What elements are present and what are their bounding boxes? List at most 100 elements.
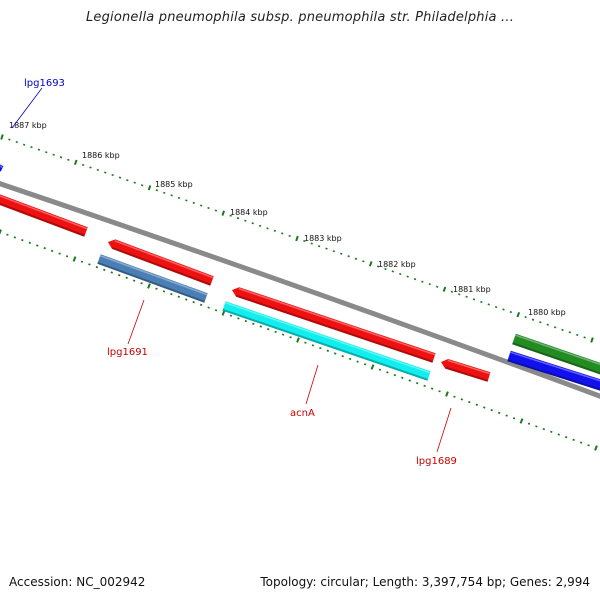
- outer-minor-tick: [30, 146, 33, 149]
- outer-minor-tick: [81, 163, 85, 167]
- inner-minor-tick: [334, 352, 337, 355]
- topology-label: Topology: circular; Length: 3,397,754 bp…: [260, 575, 590, 589]
- inner-major-tick: [519, 418, 524, 424]
- inner-minor-tick: [319, 347, 322, 350]
- inner-minor-tick: [28, 241, 32, 244]
- inner-minor-tick: [378, 368, 382, 371]
- inner-minor-tick: [199, 303, 203, 306]
- gene-blue-small-highlight: [0, 165, 4, 169]
- gene-blue-small-arrow[interactable]: [0, 159, 4, 172]
- outer-minor-tick: [325, 247, 328, 250]
- inner-minor-tick: [572, 438, 575, 441]
- gene-blue-arrow[interactable]: [507, 350, 600, 393]
- outer-minor-tick: [524, 316, 527, 319]
- outer-minor-tick: [273, 229, 277, 232]
- outer-minor-tick: [465, 295, 468, 298]
- outer-minor-tick: [399, 272, 402, 276]
- inner-minor-tick: [356, 360, 359, 363]
- gene-red-3-arrow[interactable]: [232, 287, 436, 363]
- inner-minor-tick: [185, 298, 188, 301]
- outer-major-tick: [590, 337, 594, 343]
- outer-minor-tick: [8, 138, 11, 141]
- outer-minor-tick: [126, 179, 129, 182]
- accession-label: Accession: NC_002942: [9, 575, 146, 589]
- kbp-labels: 1887 kbp 1886 kbp 1885 kbp 1884 kbp 1883…: [9, 121, 566, 317]
- gene-labels: lpg1693 lpg1691 acnA lpg1689: [11, 78, 457, 467]
- outer-minor-tick: [59, 156, 63, 159]
- outer-minor-tick: [155, 189, 159, 192]
- gene-label-lpg1693[interactable]: lpg1693: [24, 78, 65, 89]
- inner-minor-tick: [80, 260, 84, 263]
- gene-red-4-arrow[interactable]: [441, 359, 491, 382]
- inner-major-tick: [370, 364, 375, 370]
- gene-red-1-arrow[interactable]: [0, 191, 88, 237]
- gene-red-3-shade: [236, 294, 434, 363]
- gene-label-lpg1691[interactable]: lpg1691: [107, 347, 148, 358]
- gene-cyan-arrow[interactable]: [222, 301, 431, 381]
- outer-minor-tick: [22, 143, 26, 146]
- outer-minor-tick: [406, 275, 409, 278]
- gene-steelblue-shade: [97, 261, 205, 303]
- kbp-label-1880: 1880 kbp: [528, 308, 566, 317]
- inner-minor-tick: [274, 330, 277, 333]
- outer-minor-tick: [37, 148, 41, 151]
- inner-minor-tick: [244, 320, 248, 323]
- gene-red-2-highlight: [114, 240, 214, 279]
- inner-minor-tick: [512, 417, 516, 420]
- inner-minor-tick: [132, 279, 136, 282]
- gene-cyan-shade: [222, 308, 429, 381]
- gene-green-arrow[interactable]: [512, 333, 600, 377]
- outer-minor-tick: [140, 184, 144, 187]
- inner-minor-tick: [229, 314, 233, 317]
- inner-minor-tick: [527, 422, 531, 425]
- inner-minor-tick: [237, 317, 240, 320]
- outer-minor-tick: [347, 255, 350, 258]
- inner-minor-tick: [50, 249, 54, 252]
- inner-minor-tick: [95, 266, 99, 269]
- gene-red-4-shade: [445, 366, 489, 382]
- inner-minor-tick: [341, 355, 344, 358]
- outer-minor-tick: [118, 176, 122, 179]
- gene-label-acnA[interactable]: acnA: [290, 408, 315, 419]
- outer-minor-tick: [340, 252, 343, 255]
- gene-features: [0, 159, 600, 393]
- outer-minor-tick: [45, 151, 48, 154]
- outer-minor-tick: [487, 303, 490, 306]
- outer-minor-tick: [553, 326, 557, 329]
- outer-minor-tick: [96, 168, 100, 172]
- inner-minor-tick: [542, 428, 546, 431]
- inner-minor-tick: [468, 401, 471, 404]
- outer-minor-tick: [244, 219, 247, 222]
- map-title: Legionella pneumophila subsp. pneumophil…: [85, 10, 515, 25]
- inner-minor-tick: [207, 306, 210, 309]
- inner-minor-tick: [214, 309, 218, 312]
- gene-steelblue-arrow[interactable]: [97, 254, 208, 303]
- inner-minor-tick: [36, 244, 39, 247]
- outer-minor-tick: [89, 166, 92, 169]
- outer-major-tick: [368, 261, 373, 267]
- inner-minor-tick: [65, 255, 69, 258]
- inner-minor-tick: [497, 411, 501, 414]
- gene-label-lpg1689[interactable]: lpg1689: [416, 456, 457, 467]
- outer-minor-tick: [576, 333, 579, 337]
- gene-blue-highlight: [509, 351, 600, 382]
- inner-minor-tick: [535, 425, 538, 428]
- inner-minor-tick: [21, 239, 24, 242]
- outer-minor-tick: [531, 318, 535, 321]
- leader-line-lpg1689: [436, 407, 452, 453]
- outer-minor-tick: [177, 196, 181, 200]
- outer-minor-tick: [546, 323, 549, 326]
- outer-minor-tick: [362, 260, 365, 263]
- inner-minor-tick: [6, 233, 9, 236]
- inner-minor-tick: [393, 374, 397, 377]
- gene-red-2-arrow[interactable]: [108, 239, 214, 286]
- outer-minor-tick: [494, 305, 498, 309]
- inner-minor-tick: [408, 379, 411, 382]
- inner-minor-tick: [460, 398, 464, 401]
- inner-minor-tick: [386, 371, 389, 374]
- gene-blue-shade: [507, 359, 600, 391]
- outer-minor-tick: [450, 290, 454, 293]
- inner-minor-tick: [475, 403, 479, 406]
- outer-minor-tick: [303, 239, 306, 243]
